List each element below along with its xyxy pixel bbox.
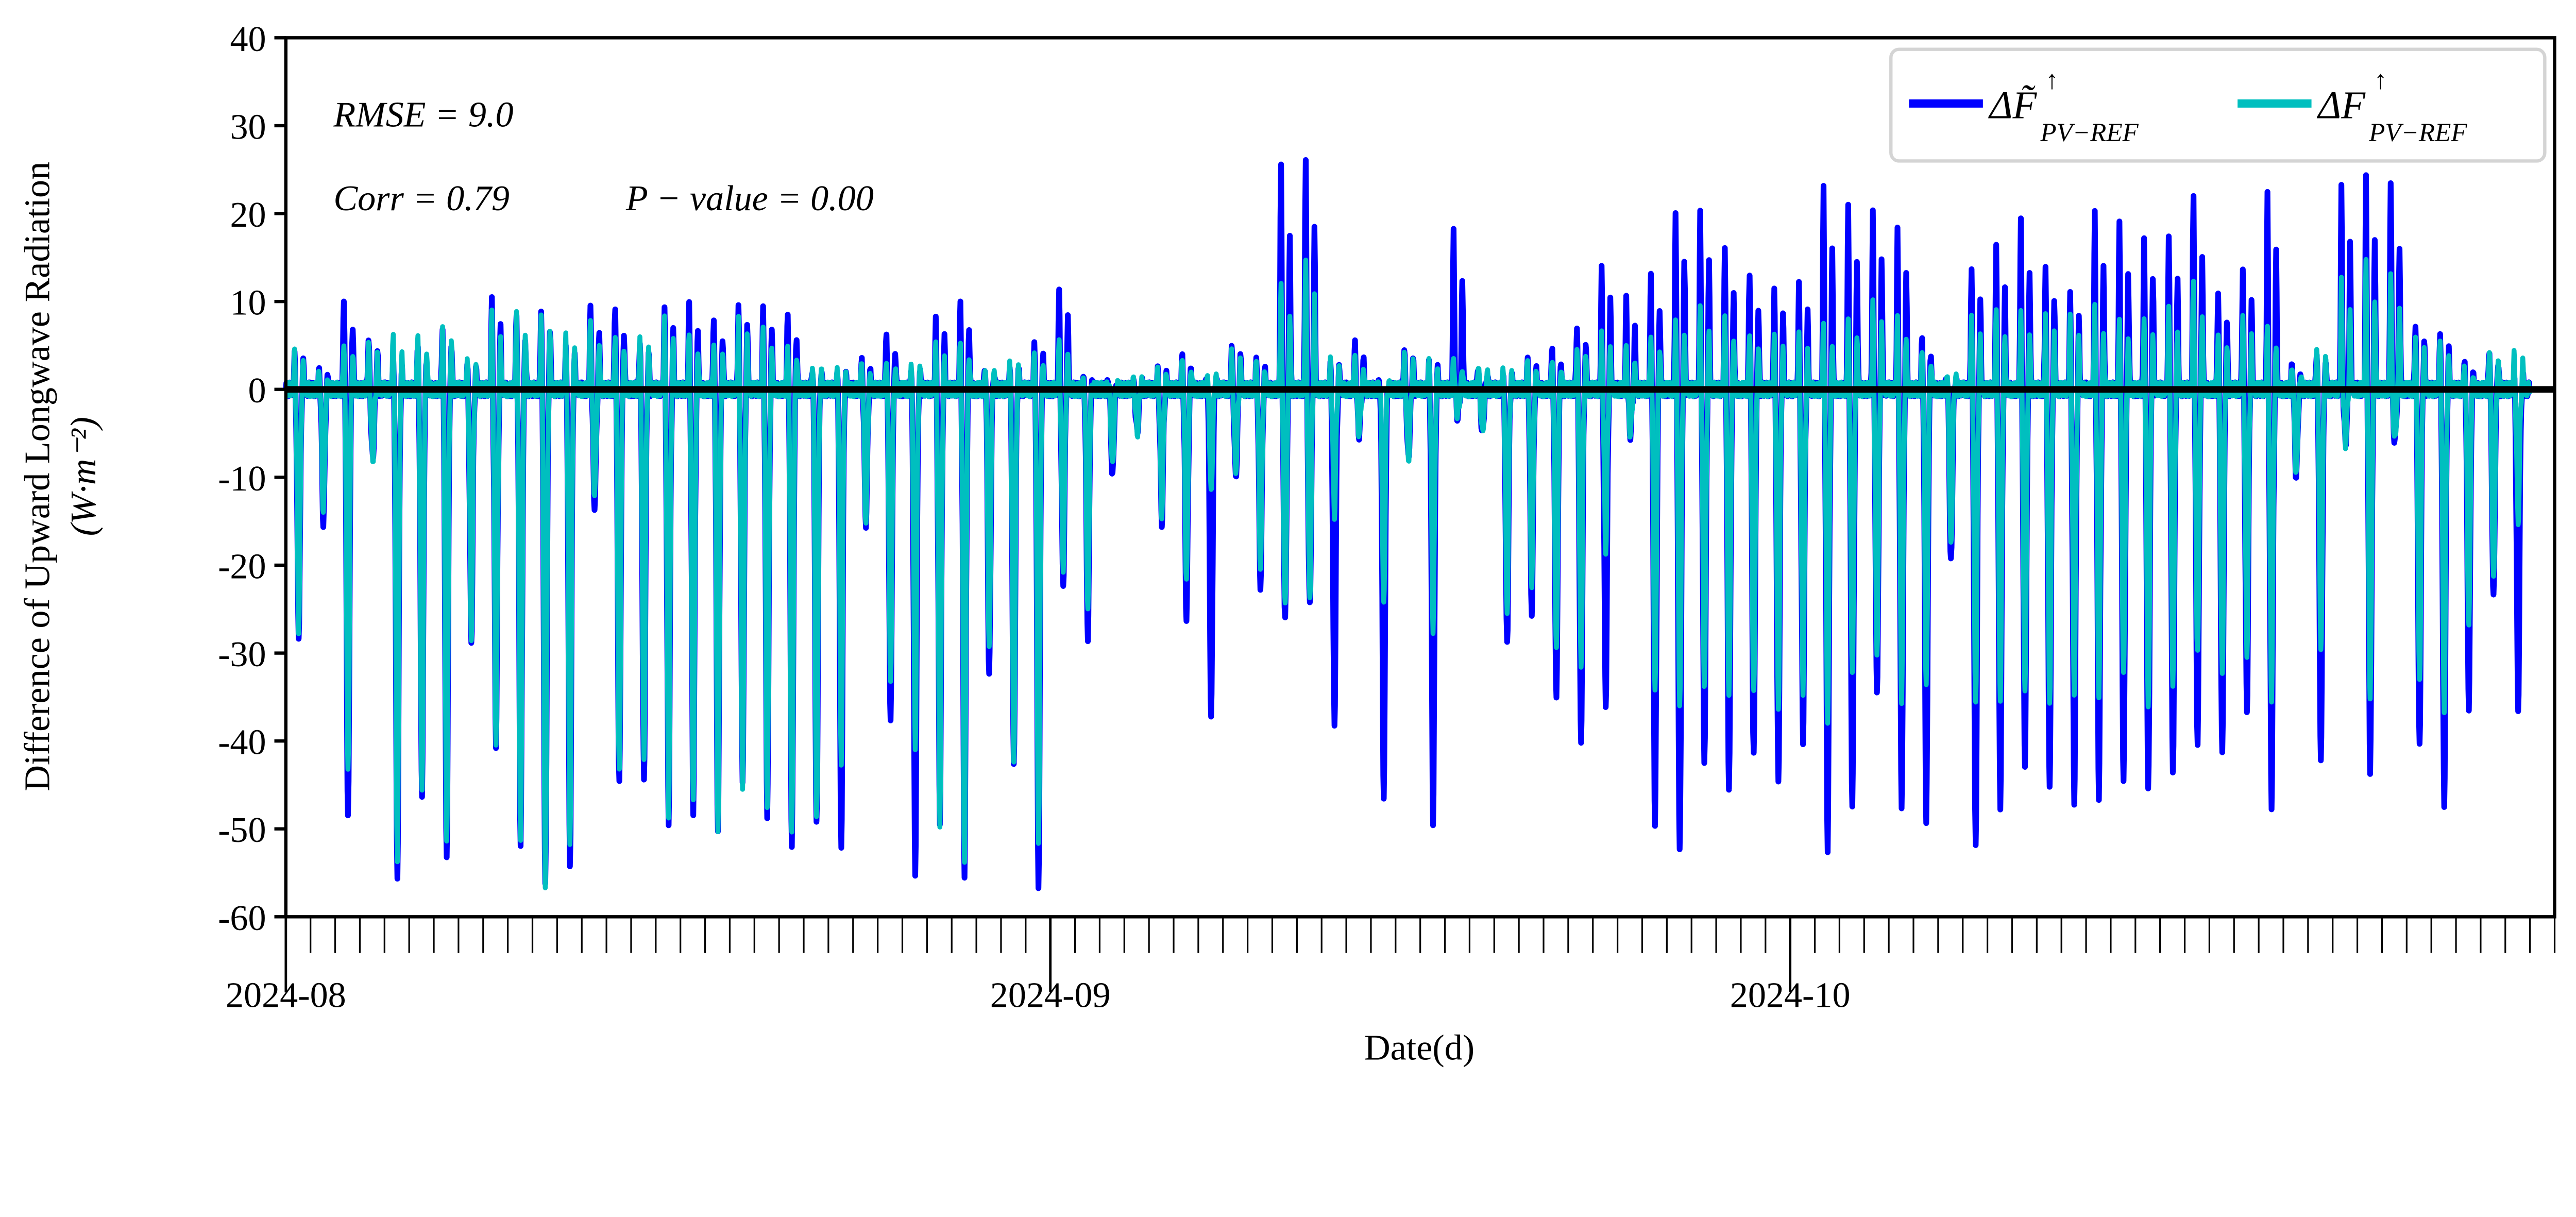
series-layer [283, 157, 2533, 891]
y-tick-label: -60 [218, 898, 266, 938]
y-tick-label: -30 [218, 634, 266, 674]
series-line-cyan [284, 257, 2532, 890]
legend-label-1-main: ΔF̃ [1988, 83, 2038, 127]
y-axis-label-line1: Difference of Upward Longwave Radiation [18, 162, 58, 791]
legend: ΔF̃ ↑ PV−REF ΔF ↑ PV−REF [1889, 47, 2547, 163]
x-tick-label: 2024-09 [990, 975, 1111, 1016]
y-tick-label: 0 [248, 370, 266, 411]
y-tick-label: -40 [218, 722, 266, 763]
y-axis: 40 30 20 10 0 -10 -20 -30 -40 -50 -60 [218, 19, 286, 938]
x-axis-label: Date(d) [1364, 1028, 1475, 1068]
y-tick-label: 40 [230, 19, 266, 59]
y-tick-label: -50 [218, 810, 266, 850]
legend-box [1889, 47, 2547, 163]
y-tick-label: 10 [230, 283, 266, 323]
y-tick-label: 20 [230, 195, 266, 235]
legend-label-2-sup: ↑ [2374, 66, 2387, 95]
x-axis: 2024-08 2024-09 2024-10 [226, 917, 2556, 1016]
legend-label-1-sub: PV−REF [2040, 119, 2139, 147]
x-tick-label: 2024-10 [1730, 975, 1851, 1016]
y-tick-label: -20 [218, 546, 266, 586]
corr-annotation: Corr = 0.79 [333, 178, 510, 218]
y-tick-label: 30 [230, 107, 266, 147]
legend-label-2-sub: PV−REF [2368, 119, 2467, 147]
pvalue-annotation: P − value = 0.00 [625, 178, 874, 218]
rmse-annotation: RMSE = 9.0 [333, 95, 513, 135]
plot-frame [284, 36, 2556, 919]
legend-label-2-main: ΔF [2316, 83, 2366, 127]
legend-label-1-sup: ↑ [2045, 66, 2059, 95]
y-axis-label-line2: (W·m⁻²) [63, 417, 104, 536]
x-tick-label: 2024-08 [226, 975, 346, 1016]
y-tick-label: -10 [218, 459, 266, 499]
